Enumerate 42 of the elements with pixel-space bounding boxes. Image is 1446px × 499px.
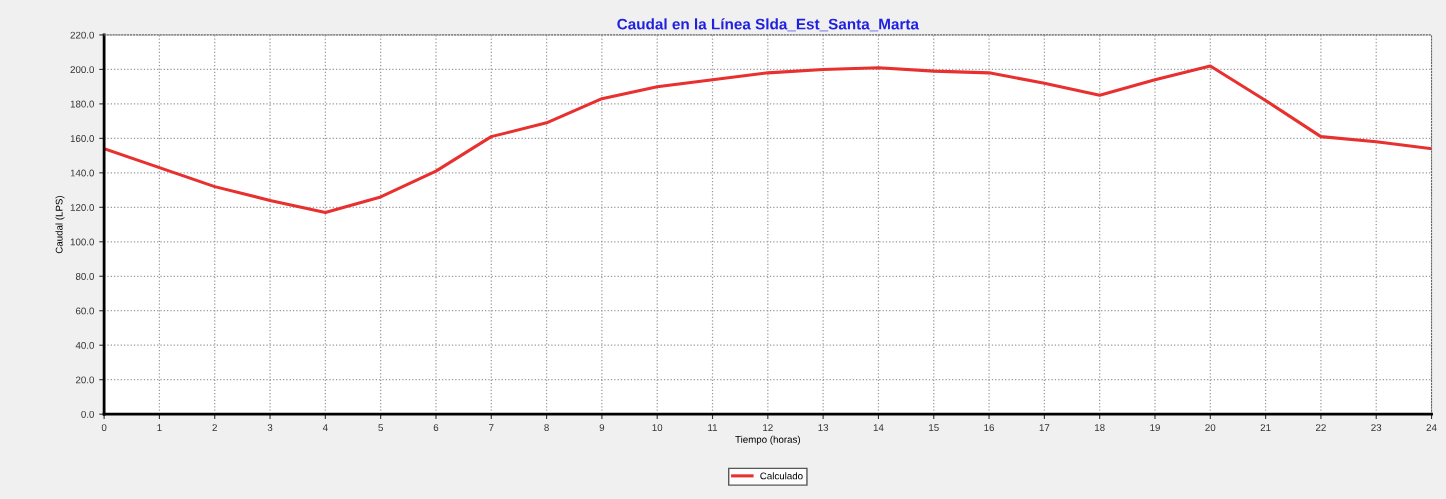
y-tick-label: 120.0 <box>70 204 95 211</box>
x-tick-label: 1 <box>157 424 162 431</box>
x-tick-label: 9 <box>599 424 605 432</box>
x-tick-label: 22 <box>1316 424 1326 431</box>
chart-title: Caudal en la Línea Slda_Est_Santa_Marta <box>617 18 920 32</box>
x-tick-label: 23 <box>1371 424 1382 432</box>
y-tick-label: 20.0 <box>75 376 95 384</box>
x-axis-title: Tiempo (horas) <box>735 435 800 445</box>
x-tick-label: 17 <box>1039 424 1050 431</box>
y-tick-label: 220.0 <box>70 31 95 39</box>
y-tick-label: 60.0 <box>75 307 95 315</box>
y-axis-title: Caudal (LPS) <box>55 195 65 254</box>
line-series <box>104 64 1432 215</box>
y-tick-label: 40.0 <box>75 341 95 349</box>
x-tick-label: 3 <box>267 424 273 432</box>
y-tick-label: 160.0 <box>70 135 95 142</box>
y-tick-label: 100.0 <box>70 238 95 246</box>
x-tick-label: 11 <box>708 424 718 431</box>
x-tick-label: 15 <box>929 424 939 432</box>
y-tick-label: 200.0 <box>70 66 95 74</box>
x-tick-label: 21 <box>1260 424 1271 431</box>
x-tick-label: 14 <box>873 424 884 431</box>
x-tick-label: 7 <box>489 424 494 431</box>
x-tick-label: 4 <box>322 424 328 431</box>
x-tick-label: 20 <box>1205 424 1216 432</box>
x-tick-label: 18 <box>1095 424 1105 432</box>
x-tick-label: 0 <box>101 424 107 432</box>
x-tick-label: 16 <box>984 424 995 432</box>
x-tick-label: 2 <box>212 424 217 431</box>
x-tick-label: 12 <box>763 424 773 431</box>
y-tick-label: 140.0 <box>70 169 95 177</box>
x-tick-label: 6 <box>433 424 439 432</box>
x-tick-label: 8 <box>544 424 549 432</box>
y-tick-label: 180.0 <box>70 100 95 108</box>
x-tick-label: 10 <box>652 424 663 432</box>
y-tick-label: 0.0 <box>81 410 95 418</box>
x-tick-label: 24 <box>1426 424 1437 431</box>
x-tick-label: 19 <box>1150 424 1160 432</box>
x-tick-label: 13 <box>818 424 829 432</box>
legend-label: Calculado <box>760 472 803 480</box>
x-tick-label: 5 <box>378 424 383 432</box>
y-tick-label: 80.0 <box>75 273 95 280</box>
